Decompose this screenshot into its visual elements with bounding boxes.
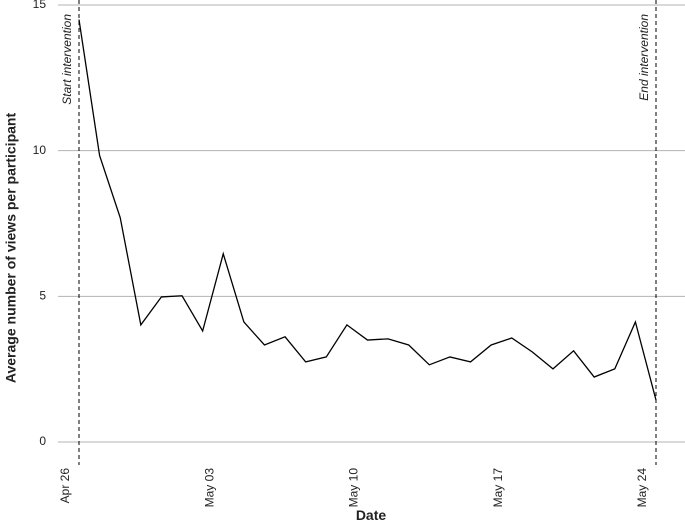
data-line <box>78 19 657 401</box>
y-tick-label: 15 <box>33 0 47 11</box>
annotation: End intervention <box>637 14 651 101</box>
y-tick-label: 10 <box>33 143 47 157</box>
y-tick-label: 5 <box>39 289 46 303</box>
x-tick-label: May 24 <box>635 468 649 508</box>
y-tick-label: 0 <box>39 434 46 448</box>
annotation: Start intervention <box>60 14 74 105</box>
x-tick-label: Apr 26 <box>58 468 72 504</box>
x-tick-label: May 10 <box>347 468 361 508</box>
y-axis-title: Average number of views per participant <box>3 113 19 384</box>
x-axis-title: Date <box>356 507 387 523</box>
x-tick-label: May 17 <box>491 468 505 508</box>
x-tick-label: May 03 <box>202 468 216 508</box>
